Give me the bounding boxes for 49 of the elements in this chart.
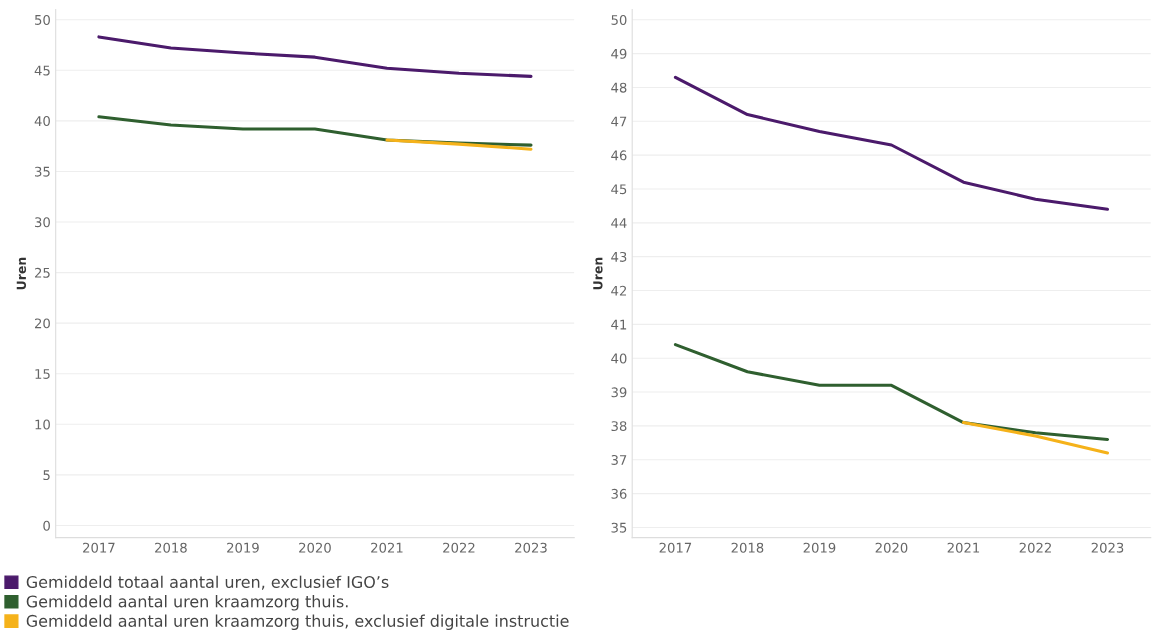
y-tick-label: 37	[611, 454, 627, 465]
y-tick-label: 20	[35, 318, 50, 329]
x-tick-label: 2019	[803, 542, 836, 553]
y-tick-label: 43	[611, 251, 627, 262]
y-tick-label: 30	[35, 217, 50, 228]
x-tick-label: 2021	[947, 542, 980, 553]
line-series	[673, 75, 1110, 211]
legend-label: Gemiddeld aantal uren kraamzorg thuis.	[26, 595, 348, 611]
x-tick-label: 2023	[515, 542, 547, 553]
y-tick-label: 41	[611, 319, 627, 330]
line-series	[97, 35, 533, 78]
x-tick-label: 2022	[1019, 542, 1051, 553]
y-tick-label: 40	[611, 353, 627, 364]
x-tick-label: 2017	[659, 542, 692, 553]
y-tick-label: 46	[611, 150, 627, 161]
y-tick-label: 35	[611, 522, 627, 533]
y-tick-label: 42	[611, 285, 627, 296]
x-tick-label: 2018	[155, 542, 187, 553]
y-tick-label: 39	[611, 387, 627, 398]
legend-label: Gemiddeld totaal aantal uren, exclusief IGO’s	[26, 575, 389, 590]
y-tick-label: 35	[35, 166, 50, 177]
x-tick-label: 2018	[731, 542, 764, 553]
y-tick-label: 44	[611, 218, 627, 228]
y-tick-label: 10	[35, 419, 50, 430]
y-tick-label: 45	[611, 184, 627, 195]
x-tick-label: 2019	[227, 542, 259, 553]
x-tick-label: 2020	[875, 542, 908, 553]
y-tick-label: 25	[35, 267, 50, 278]
legend-label: Gemiddeld aantal uren kraamzorg thuis, exclusief digitale instructie	[26, 614, 569, 631]
y-tick-label: 5	[43, 470, 50, 481]
y-tick-label: 40	[34, 116, 50, 127]
x-tick-label: 2017	[83, 542, 115, 553]
y-tick-label: 50	[611, 14, 627, 25]
x-tick-label: 2020	[299, 542, 331, 553]
x-tick-label: 2023	[1091, 542, 1124, 553]
y-tick-label: 45	[34, 65, 50, 76]
x-tick-label: 2021	[371, 542, 403, 553]
y-tick-label: 49	[611, 48, 627, 59]
y-axis-title: Uren	[16, 257, 27, 290]
line-series	[673, 343, 1110, 441]
y-tick-label: 0	[43, 520, 50, 531]
y-tick-label: 47	[611, 116, 627, 127]
y-tick-label: 48	[611, 82, 627, 93]
y-tick-label: 15	[35, 369, 50, 379]
x-tick-label: 2022	[443, 542, 475, 553]
y-axis-title: Uren	[593, 257, 603, 290]
y-tick-label: 50	[35, 14, 50, 25]
y-tick-label: 36	[611, 488, 627, 499]
y-tick-label: 38	[611, 421, 627, 432]
